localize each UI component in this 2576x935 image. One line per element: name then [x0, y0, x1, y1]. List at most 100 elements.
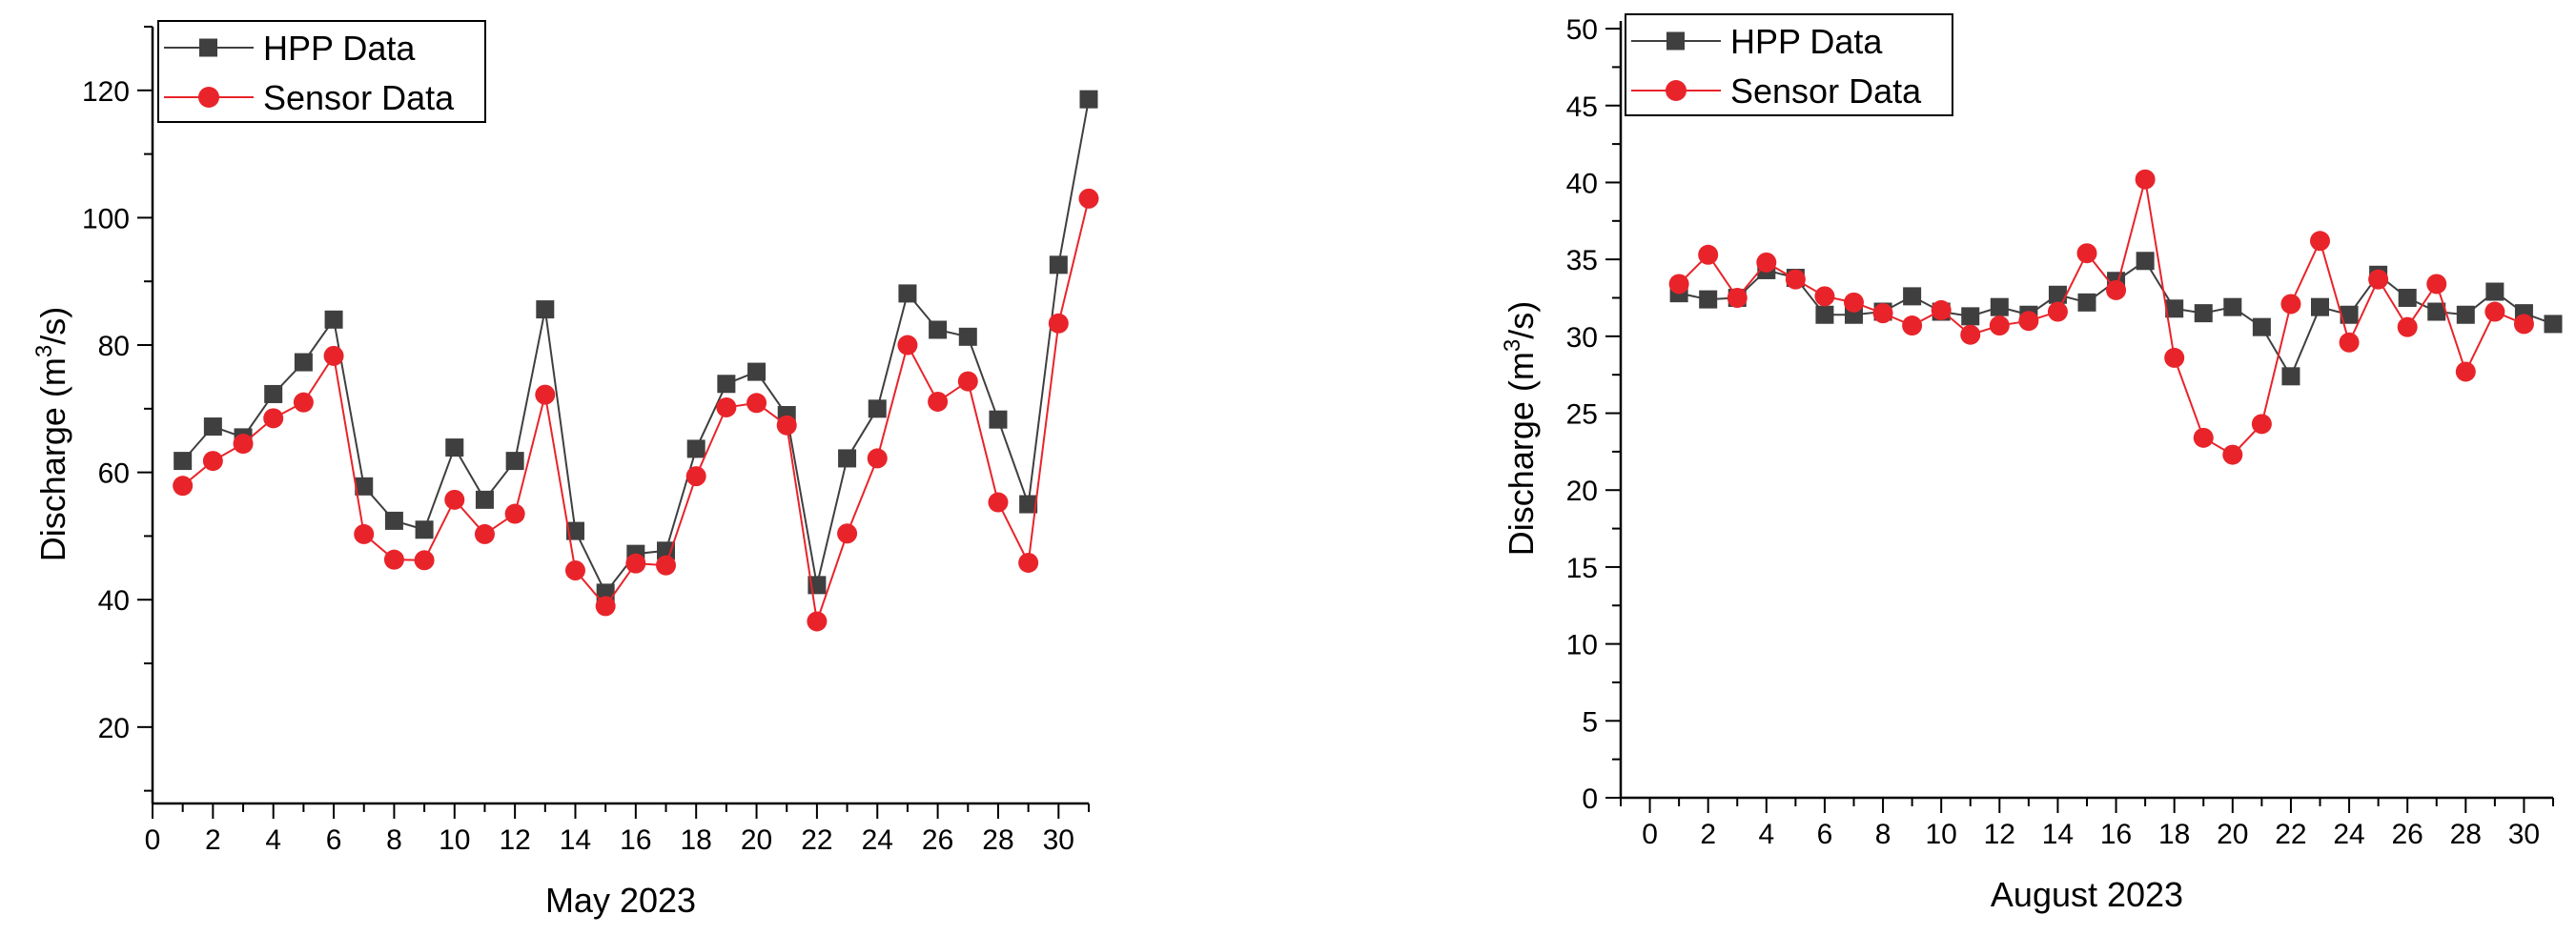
y-tick-label: 30 — [1566, 322, 1598, 354]
x-tick-label: 26 — [2392, 819, 2423, 850]
sensor-data-point — [202, 451, 223, 472]
hpp-data-point — [2311, 297, 2329, 316]
hpp-data-point — [2136, 252, 2155, 271]
y-tick-label: 10 — [1566, 630, 1598, 661]
hpp-data-point — [203, 417, 222, 437]
x-tick-label: 18 — [681, 824, 712, 856]
sensor-data-point — [685, 466, 706, 487]
x-axis-title: May 2023 — [545, 881, 696, 920]
x-tick-label: 20 — [741, 824, 772, 856]
y-tick-label: 40 — [98, 585, 130, 617]
sensor-data-point — [2310, 231, 2330, 252]
x-tick-label: 14 — [2042, 819, 2074, 850]
x-tick-label: 2 — [1700, 819, 1716, 850]
sensor-data-point — [897, 335, 918, 356]
sensor-data-point — [2426, 274, 2447, 295]
x-tick-label: 22 — [801, 824, 832, 856]
hpp-data-point — [2544, 315, 2563, 334]
sensor-data-point — [535, 384, 556, 405]
hpp-data-point — [898, 284, 917, 303]
series-line-sensor — [1678, 178, 2525, 457]
x-tick-label: 30 — [2508, 819, 2540, 850]
hpp-data-point — [1079, 90, 1098, 109]
hpp-data-point — [2281, 367, 2300, 386]
hpp-data-point — [747, 362, 767, 381]
sensor-data-point — [2513, 314, 2534, 335]
sensor-data-point — [2455, 361, 2476, 382]
hpp-data-point — [686, 439, 705, 458]
x-tick-label: 16 — [2100, 819, 2132, 850]
x-tick-label: 12 — [1984, 819, 2015, 850]
sensor-data-point — [293, 392, 314, 413]
x-tick-label: 6 — [1817, 819, 1833, 850]
sensor-data-point — [354, 523, 375, 544]
hpp-data-point — [565, 521, 584, 540]
hpp-data-point — [384, 511, 403, 530]
y-axis-title: Discharge (m3/s) — [1500, 301, 1541, 556]
x-tick-label: 20 — [2217, 819, 2248, 850]
x-tick-label: 30 — [1043, 824, 1074, 856]
sensor-data-point — [1018, 552, 1039, 573]
y-tick-label: 15 — [1566, 553, 1598, 584]
x-axis-title: August 2023 — [1991, 875, 2183, 914]
chart-may-2023: 0 2 4 6 8 10 12 14 16 18 20 22 24 26 28 302040608010012… — [31, 20, 1099, 920]
sensor-data-point — [1844, 292, 1864, 313]
y-tick-label: 100 — [82, 203, 130, 234]
hpp-data-point — [324, 310, 343, 329]
legend-label-hpp: HPP Data — [263, 29, 416, 68]
legend-square-marker — [1666, 31, 1685, 51]
sensor-data-point — [1668, 274, 1689, 295]
hpp-data-point — [958, 327, 977, 346]
y-axis-title-superscript: 3 — [31, 345, 57, 357]
sensor-data-point — [837, 523, 858, 544]
sensor-data-point — [1902, 315, 1923, 336]
y-axis-title-text: Discharge (m — [1502, 352, 1541, 556]
y-axis-title-unit: /s) — [33, 307, 72, 345]
sensor-data-point — [263, 408, 284, 429]
hpp-data-point — [1019, 495, 1038, 514]
y-axis-title-unit: /s) — [1502, 301, 1541, 339]
hpp-data-point — [2252, 317, 2271, 336]
x-tick-label: 16 — [620, 824, 651, 856]
hpp-data-point — [264, 384, 283, 403]
sensor-data-point — [474, 523, 495, 544]
hpp-data-point — [868, 399, 887, 418]
sensor-data-point — [1960, 324, 1981, 345]
hpp-data-point — [2456, 305, 2475, 324]
x-tick-label: 10 — [1926, 819, 1957, 850]
sensor-data-point — [1078, 188, 1099, 209]
x-tick-label: 28 — [2450, 819, 2482, 850]
y-tick-label: 50 — [1566, 14, 1598, 46]
hpp-data-point — [989, 410, 1008, 429]
series-line-hpp — [181, 98, 1090, 595]
x-tick-label: 28 — [982, 824, 1013, 856]
x-tick-label: 2 — [205, 824, 221, 856]
hpp-data-point — [445, 438, 464, 457]
sensor-data-point — [323, 345, 344, 366]
x-tick-label: 8 — [1875, 819, 1891, 850]
y-tick-label: 35 — [1566, 245, 1598, 276]
x-tick-label: 4 — [265, 824, 281, 856]
sensor-data-point — [2135, 169, 2156, 190]
y-tick-label: 60 — [98, 458, 130, 490]
x-tick-label: 0 — [145, 824, 161, 856]
sensor-data-point — [233, 434, 254, 455]
hpp-data-point — [2165, 299, 2184, 318]
legend-label-sensor: Sensor Data — [263, 78, 455, 117]
hpp-data-point — [475, 490, 494, 509]
hpp-data-point — [2077, 293, 2096, 312]
hpp-data-point — [2340, 305, 2359, 324]
sensor-data-point — [2251, 414, 2272, 435]
legend-label-hpp: HPP Data — [1730, 22, 1883, 61]
sensor-data-point — [2076, 243, 2097, 264]
sensor-data-point — [957, 371, 978, 392]
y-tick-label: 40 — [1566, 168, 1598, 199]
sensor-data-point — [746, 393, 767, 414]
sensor-data-point — [2368, 269, 2389, 290]
chart-august-2023: 0 2 4 6 8 10 12 14 16 18 20 22 24 26 28 300510152025303… — [1500, 13, 2563, 914]
hpp-data-point — [355, 477, 374, 496]
hpp-data-point — [1049, 255, 1068, 274]
sensor-data-point — [2164, 347, 2185, 368]
x-tick-label: 24 — [862, 824, 893, 856]
